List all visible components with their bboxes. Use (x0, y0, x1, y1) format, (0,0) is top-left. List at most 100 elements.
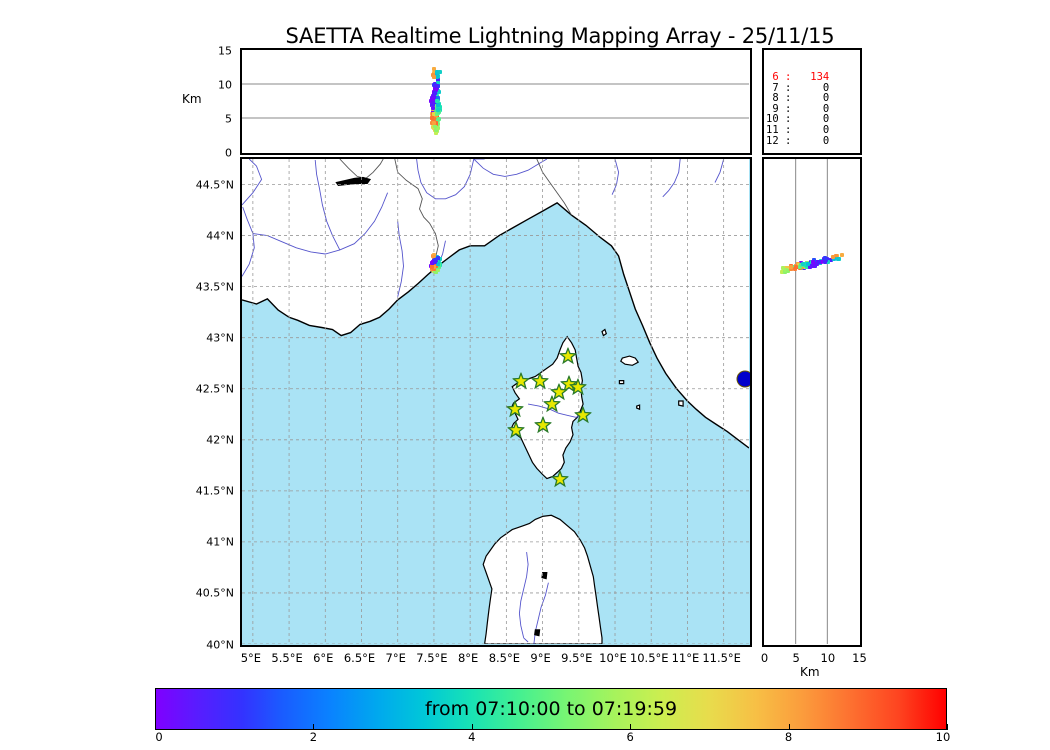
station-count-panel (762, 48, 862, 155)
station-marker-2[interactable] (559, 374, 578, 392)
station-marker-5[interactable] (530, 371, 550, 389)
station-count-list: 6 : 134 7 : 0 8 : 0 9 : 0 10 : 0 11 : 0 12 … (766, 72, 829, 146)
station-marker-7[interactable] (542, 394, 562, 413)
lightning-source-top (432, 66, 437, 71)
lightning-source-top (431, 121, 436, 126)
lightning-source-map (436, 261, 441, 266)
station-marker-11[interactable] (533, 415, 552, 434)
station-marker-12[interactable] (550, 469, 570, 487)
colorbar-tickmark-0 (155, 724, 156, 730)
colorbar-tickmark-2 (313, 724, 315, 730)
lightning-source-top (435, 96, 440, 101)
latitude-altitude-panel[interactable] (762, 157, 862, 647)
colorbar-tick-0: 0 (155, 730, 163, 744)
station-marker-1[interactable] (558, 346, 578, 365)
station-count-row-9: 9 : 0 (766, 102, 830, 115)
lightning-source-side (805, 261, 810, 266)
station-marker-10[interactable] (506, 420, 526, 438)
longitude-tick-11.5°E: 11.5°E (702, 651, 741, 665)
lightning-source-map (432, 259, 437, 264)
blue-location-marker[interactable] (736, 370, 750, 388)
lightning-source-side (805, 265, 810, 270)
lightning-source-side (839, 252, 844, 257)
colorbar-time-range-label: from 07:10:00 to 07:19:59 (424, 698, 678, 720)
side-altitude-tick-10: 10 (820, 651, 836, 665)
map-geography (242, 159, 749, 644)
lightning-source-top (432, 75, 437, 80)
station-marker-9[interactable] (573, 405, 593, 424)
longitude-tick-5.5°E: 5.5°E (271, 651, 303, 665)
page-title: SAETTA Realtime Lightning Mapping Array … (285, 24, 835, 48)
colorbar-tick-2: 2 (309, 730, 318, 744)
lightning-source-side (833, 253, 838, 258)
lightning-source-map (435, 267, 440, 272)
lightning-source-top (429, 121, 434, 126)
station-marker-4[interactable] (511, 371, 531, 389)
altitude-tick-5: 5 (225, 112, 232, 125)
lightning-source-side (836, 256, 841, 261)
station-count-row-6: 6 : 134 (766, 71, 830, 83)
station-marker-3[interactable] (568, 377, 588, 395)
lightning-source-top (437, 90, 442, 95)
side-axis-label: Km (800, 665, 820, 679)
lightning-source-top (431, 105, 436, 110)
longitude-tick-5°E: 5°E (240, 651, 262, 665)
station-count-row-8: 8 : 0 (766, 92, 830, 105)
longitude-tick-11°E: 11°E (671, 651, 700, 665)
latitude-tick-43.5°N: 43.5°N (195, 280, 234, 294)
lightning-source-top (434, 121, 439, 126)
latitude-tick-44.5°N: 44.5°N (195, 178, 234, 192)
longitude-tick-9°E: 9°E (530, 651, 551, 665)
longitude-tick-6°E: 6°E (313, 651, 334, 665)
station-marker-8[interactable] (505, 399, 525, 418)
lightning-source-side (779, 269, 784, 274)
lightning-source-map (431, 266, 436, 271)
altitude-axis-top: 0 5 10 15 (180, 44, 232, 159)
lightning-source-map (433, 268, 438, 273)
colorbar-tickmark-8 (788, 724, 790, 730)
lightning-source-side (782, 270, 787, 275)
colorbar-tickmark-4 (471, 724, 473, 730)
station-count-row-10: 10 : 0 (766, 113, 830, 126)
longitude-tick-8°E: 8°E (457, 651, 479, 665)
time-colorbar[interactable] (155, 688, 947, 730)
altitude-tick-0: 0 (225, 146, 232, 159)
colorbar-ticks: 0 2 4 6 8 10 (155, 724, 950, 748)
lightning-source-top (433, 130, 438, 135)
lightning-source-top (434, 84, 439, 89)
lightning-source-top (432, 91, 437, 96)
lightning-source-map (432, 252, 437, 257)
side-panel-gridlines (795, 159, 828, 644)
altitude-longitude-panel[interactable] (240, 48, 752, 155)
lightning-source-top (438, 105, 443, 110)
lightning-source-top (436, 107, 441, 112)
station-marker-6[interactable] (549, 382, 568, 401)
side-altitude-tick-15: 15 (852, 651, 867, 665)
lightning-source-top (436, 117, 441, 122)
longitude-tick-7.5°E: 7.5°E (416, 651, 448, 665)
side-altitude-tick-5: 5 (792, 651, 800, 665)
lightning-source-map (434, 263, 439, 268)
longitude-tick-9.5°E: 9.5°E (561, 651, 593, 665)
latitude-tick-42.5°N: 42.5°N (195, 382, 234, 396)
latitude-tick-42°N: 42°N (206, 433, 234, 447)
latitude-axis: 40°N 40.5°N 41°N 41.5°N 42°N 42.5°N 43°N 43.5°N… (178, 157, 234, 651)
lightning-source-side (803, 262, 808, 267)
lightning-source-top (434, 98, 439, 103)
lightning-source-side (831, 254, 836, 259)
longitude-tick-10.5°E: 10.5°E (629, 651, 669, 665)
lightning-source-side (781, 266, 786, 271)
lightning-source-side (788, 264, 793, 269)
altitude-axis-label-top: Km (182, 92, 202, 106)
latitude-tick-43°N: 43°N (206, 331, 234, 345)
colorbar-tick-6: 6 (626, 730, 634, 744)
lightning-source-side (788, 267, 793, 272)
lightning-source-top (431, 72, 436, 77)
top-panel-gridlines (242, 83, 749, 119)
main-map-panel[interactable] (240, 157, 752, 647)
lightning-source-side (792, 266, 797, 271)
lightning-source-side (786, 268, 790, 273)
longitude-tick-8.5°E: 8.5°E (488, 651, 521, 665)
altitude-tick-10: 10 (218, 78, 232, 91)
lightning-source-map (432, 254, 437, 259)
